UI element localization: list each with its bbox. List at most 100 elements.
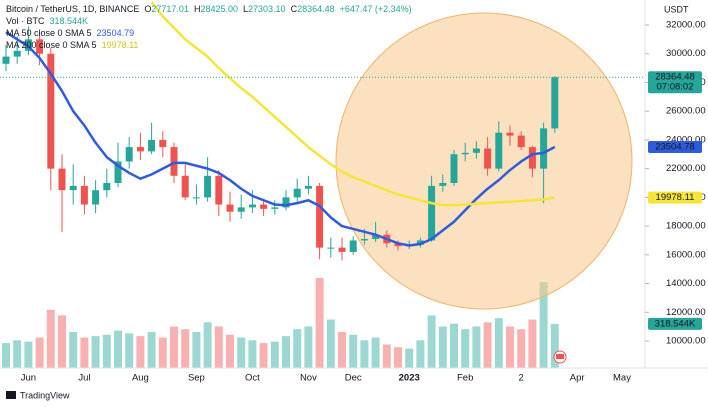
volume-bar [539,282,548,368]
volume-bar [192,332,201,368]
x-tick-label: Feb [457,373,473,384]
candle-body [394,243,402,247]
candle-body [484,148,492,169]
candle-body [327,247,335,249]
volume-bar [338,332,346,368]
legend-line: Bitcoin / TetherUS, 1D, BINANCE O27717.01… [6,4,412,14]
candle-body [181,175,189,198]
y-tick-label: 22000.00 [666,163,706,174]
candle-body [293,188,301,198]
volume-bar [226,334,234,368]
candle-body [159,139,167,148]
candle-body [540,128,548,169]
volume-bar [528,319,537,368]
candle-body [125,147,133,162]
candle-body [58,168,66,191]
last-price-label: 28364.48 [655,72,695,83]
x-tick-label: 2 [519,373,524,384]
candle-body [47,53,55,169]
candle-body [528,147,536,169]
candle-body [114,161,122,183]
candle-body [338,247,346,252]
price-layer [2,1,559,261]
volume-bar [13,340,22,368]
volume-bar [181,329,190,368]
highlight-circle [335,12,633,310]
volume-bar [214,326,223,368]
candle-body [472,148,480,153]
x-tick-label: Oct [245,373,260,384]
y-tick-label: 10000.00 [666,336,706,347]
candle-body [36,39,44,54]
legend-key: C [291,4,298,14]
x-tick-label: Jun [21,373,36,384]
event-icon [553,350,567,364]
legend-line: Vol · BTC 318.544K [6,16,88,26]
volume-bar [91,336,100,368]
candle-body [215,175,223,205]
volume-bar [550,323,559,368]
x-tick-label: Nov [300,373,317,384]
volume-bar [371,337,380,368]
ma-label: 23504.78 [655,142,695,153]
volume-bar [2,343,10,368]
volume-layer [2,278,559,368]
volume-bar [382,344,391,368]
volume-bar [158,337,167,368]
candle-body [517,135,525,148]
x-tick-label: 2023 [399,373,420,384]
volume-bar [472,326,481,368]
event-flag [556,354,564,359]
legend: Bitcoin / TetherUS, 1D, BINANCE O27717.01… [6,4,412,50]
volume-bar [58,315,66,368]
candle-body [316,185,324,248]
legend-name: Vol · BTC [6,16,45,26]
last-price-label-bg [648,71,702,94]
y-tick-label: 14000.00 [666,278,706,289]
legend-change: +647.47 (+2.34%) [340,4,412,14]
candle-body [192,197,200,199]
volume-bar [69,332,78,368]
x-tick-label: May [613,373,631,384]
candle-body [2,56,10,64]
y-tick-label: 16000.00 [666,249,706,260]
legend-name: MA 50 close 0 SMA 5 [6,28,92,38]
candle-body [461,152,469,155]
candle-body [237,207,245,212]
volume-bar [282,336,290,368]
candle-body [271,207,279,209]
candle-body [170,147,178,176]
y-tick-label: 26000.00 [666,106,706,117]
volume-bar [304,326,313,368]
legend-key: H [194,4,201,14]
volume-bar [80,337,89,368]
logo [6,391,16,399]
volume-bar [416,340,425,368]
volume-bar [450,323,458,368]
candle-body [304,185,312,189]
ma-line [5,31,556,247]
volume-bar [170,326,178,368]
y-tick-label: 24000.00 [666,134,706,145]
x-tick-label: Jul [78,373,90,384]
candle-body [103,182,111,191]
symbol: Bitcoin / TetherUS, 1D, BINANCE [6,4,139,14]
volume-bar [394,347,402,368]
candle-body [69,185,77,191]
legend-value: 23504.79 [97,28,135,38]
y-tick-label: 32000.00 [666,20,706,31]
volume-bar [293,329,302,368]
volume-bar [517,329,526,368]
candle-body [204,175,212,198]
candle-body [551,77,559,129]
candle-body [260,204,268,209]
candle-body [92,190,100,205]
volume-bar [35,337,44,368]
volume-label-bg [648,317,702,330]
volume-bar [427,315,436,368]
legend-value: 318.544K [50,16,89,26]
candle-body [80,185,88,205]
candle-body [226,204,234,212]
volume-label: 318.544K [655,318,696,329]
